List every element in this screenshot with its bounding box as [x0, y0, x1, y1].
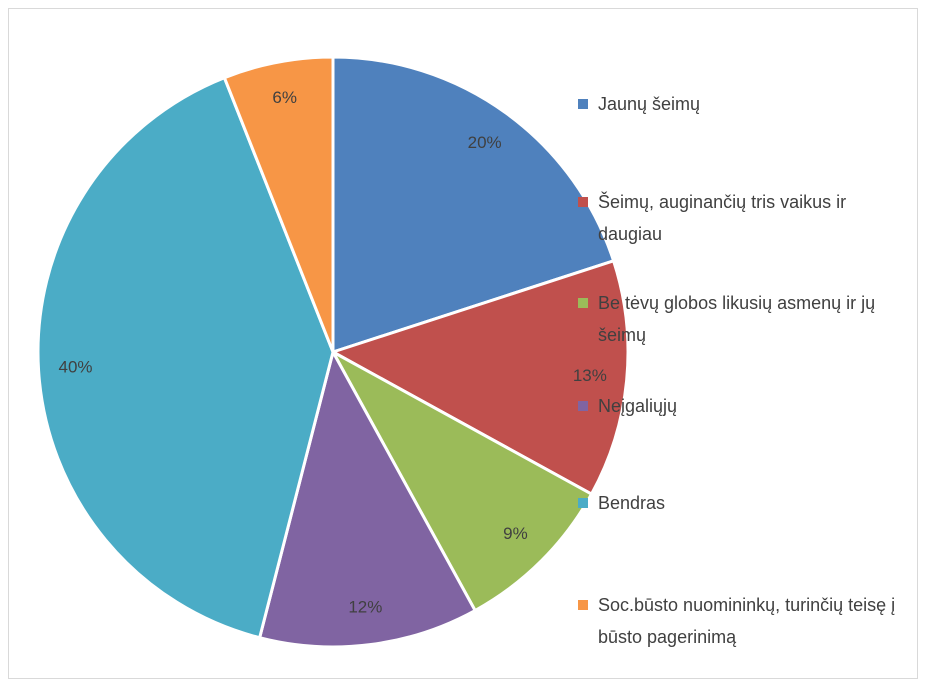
legend-entry: Be tėvų globos likusių asmenų ir jų šeim… [578, 287, 908, 351]
pie-slice [222, 55, 335, 353]
legend-swatch [578, 197, 588, 207]
pie-slice [257, 347, 478, 649]
pie-slice [36, 75, 335, 640]
legend-swatch [578, 600, 588, 610]
data-label: 9% [503, 524, 528, 543]
legend-swatch [578, 99, 588, 109]
data-label: 6% [272, 88, 297, 107]
legend-label: Bendras [598, 493, 666, 513]
data-label: 20% [468, 133, 502, 152]
legend-label: Šeimų, auginančių tris vaikus ir daugiau [598, 192, 847, 244]
legend-label: Soc.būsto nuomininkų, turinčių teisę į b… [598, 595, 896, 647]
data-label: 40% [58, 358, 92, 377]
legend-entry: Šeimų, auginančių tris vaikus ir daugiau [578, 186, 908, 250]
data-label: 12% [348, 597, 382, 616]
legend-label: Jaunų šeimų [598, 94, 701, 114]
data-label: 13% [573, 366, 607, 385]
legend-entry: Soc.būsto nuomininkų, turinčių teisę į b… [578, 589, 908, 653]
legend-swatch [578, 498, 588, 508]
legend-swatch [578, 401, 588, 411]
legend-label: Be tėvų globos likusių asmenų ir jų šeim… [598, 293, 876, 345]
legend-swatch [578, 298, 588, 308]
legend-entry: Neįgaliųjų [578, 390, 908, 422]
legend-entry: Bendras [578, 487, 908, 519]
legend-entry: Jaunų šeimų [578, 88, 908, 120]
pie-slice [331, 55, 616, 355]
legend-label: Neįgaliųjų [598, 396, 678, 416]
pie-slice [329, 258, 630, 497]
